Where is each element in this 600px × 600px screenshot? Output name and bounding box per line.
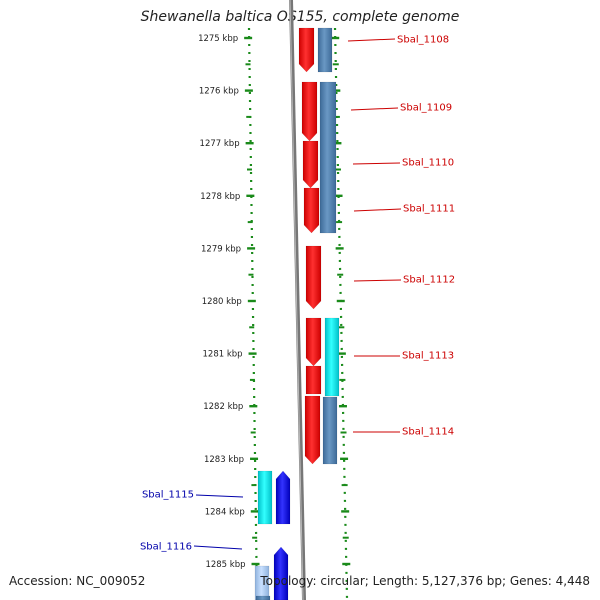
feature-steel[interactable] (322, 396, 338, 465)
scale-tick-label: 1285 kbp (205, 560, 245, 570)
gene-labels: Sbal_1108 Sbal_1109 Sbal_1110 Sbal_1111 Sbal… (140, 35, 455, 553)
genome-summary: Topology: circular; Length: 5,127,376 bp… (260, 574, 590, 588)
gene-Sbal_1112[interactable] (305, 245, 322, 310)
gene-Sbal_1108[interactable] (298, 27, 315, 73)
scale-tick-label: 1283 kbp (204, 455, 244, 465)
genome-backbone (289, 0, 306, 600)
feature-steel[interactable] (317, 27, 333, 73)
gene-label-leader (195, 494, 244, 498)
gene-Sbal_1115[interactable] (275, 470, 291, 525)
scale-tick-label: 1279 kbp (201, 244, 241, 254)
gene-label-Sbal_1109[interactable]: Sbal_1109 (400, 103, 452, 114)
scale-ruler: 1275 kbp 1276 kbp 1277 kbp 1278 kbp 1279 kbp… (198, 27, 351, 599)
scale-tick-label: 1276 kbp (199, 87, 239, 97)
gene-label-Sbal_1111[interactable]: Sbal_1111 (403, 204, 455, 215)
feature-cyan[interactable] (257, 470, 273, 525)
gene-label-Sbal_1115[interactable]: Sbal_1115 (142, 490, 194, 501)
gene-label-Sbal_1116[interactable]: Sbal_1116 (140, 542, 192, 553)
gene-Sbal_1110[interactable] (302, 140, 319, 189)
gene-label-leader (353, 208, 402, 212)
genome-title: Shewanella baltica OS155, complete genom… (140, 9, 460, 25)
feature-cyan[interactable] (324, 317, 340, 397)
gene-segment[interactable] (305, 365, 322, 395)
scale-tick-label: 1278 kbp (200, 192, 240, 202)
backbone-line (289, 0, 306, 600)
gene-label-Sbal_1112[interactable]: Sbal_1112 (403, 275, 455, 286)
backbone-highlight (289, 0, 304, 600)
scale-tick-label: 1284 kbp (205, 507, 245, 517)
gene-label-Sbal_1110[interactable]: Sbal_1110 (402, 158, 454, 169)
feature-steel[interactable] (319, 81, 337, 234)
scale-tick-label: 1277 kbp (200, 139, 240, 149)
gene-Sbal_1113[interactable] (305, 317, 322, 367)
gene-label-Sbal_1113[interactable]: Sbal_1113 (402, 351, 454, 362)
gene-label-leader (350, 107, 399, 111)
gene-label-Sbal_1114[interactable]: Sbal_1114 (402, 427, 454, 438)
scale-tick-label: 1275 kbp (198, 34, 238, 44)
gene-Sbal_1116[interactable] (273, 546, 289, 600)
scale-tick-label: 1281 kbp (203, 350, 243, 360)
scale-tick-label: 1282 kbp (203, 402, 243, 412)
gene-Sbal_1111[interactable] (303, 187, 320, 234)
gene-label-leader (353, 279, 402, 282)
gene-Sbal_1109[interactable] (301, 81, 318, 142)
feature-steel[interactable] (255, 595, 271, 600)
feature-pale[interactable] (254, 565, 270, 600)
scale-tick-label: 1280 kbp (202, 297, 242, 307)
gene-features (254, 27, 340, 600)
gene-label-Sbal_1108[interactable]: Sbal_1108 (397, 35, 449, 46)
gene-label-leader (347, 38, 396, 42)
gene-Sbal_1114[interactable] (304, 395, 321, 465)
gene-label-leader (193, 545, 243, 550)
accession-label: Accession: NC_009052 (9, 574, 146, 588)
gene-label-leader (352, 162, 401, 165)
